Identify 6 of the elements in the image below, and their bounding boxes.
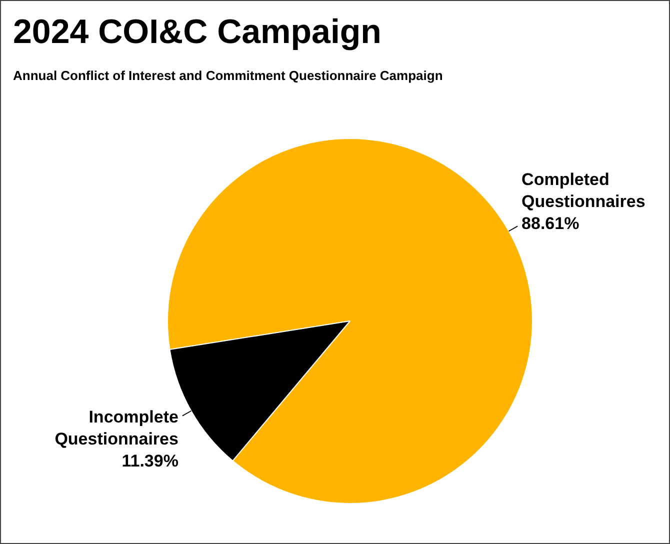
chart-title: 2024 COI&C Campaign	[13, 13, 382, 52]
data-label: 11.39%	[122, 451, 178, 470]
slice-label: Completed Questionnaires	[522, 170, 646, 211]
data-label: 88.61%	[522, 214, 580, 233]
chart-subtitle: Annual Conflict of Interest and Commitment Questionnaire Campaign	[13, 68, 443, 83]
slice-label: Incomplete Questionnaires	[54, 407, 178, 448]
